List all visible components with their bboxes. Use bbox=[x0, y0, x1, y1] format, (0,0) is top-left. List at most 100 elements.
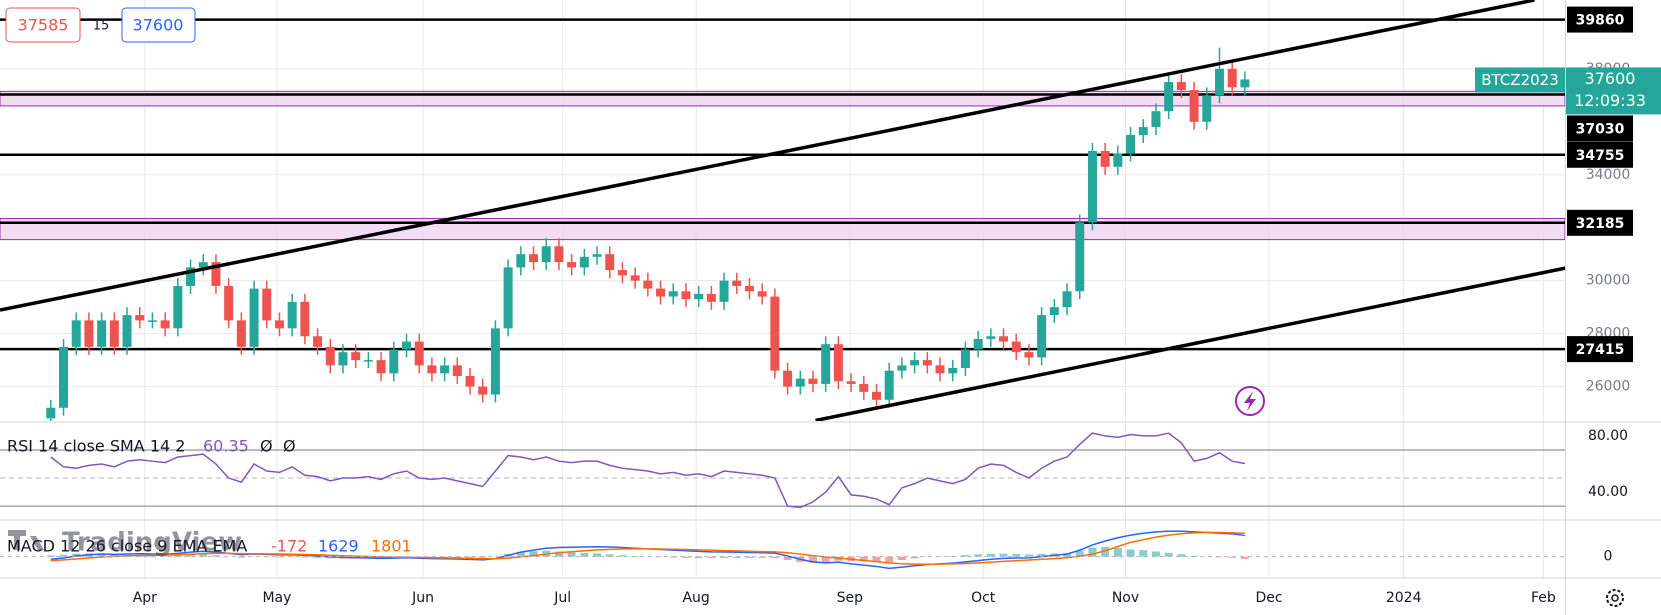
histogram-bar bbox=[745, 556, 754, 558]
candle-body bbox=[71, 320, 81, 347]
rsi-title: RSI 14 close SMA 14 2 bbox=[7, 437, 185, 456]
histogram-bar bbox=[1139, 550, 1148, 557]
histogram-bar bbox=[1177, 554, 1186, 557]
x-tick-label: Jun bbox=[411, 590, 434, 606]
histogram-bar bbox=[986, 553, 995, 557]
candle-body bbox=[884, 370, 894, 400]
candle-body bbox=[744, 285, 754, 292]
settings-icon[interactable] bbox=[1606, 589, 1624, 607]
candle-body bbox=[1164, 82, 1174, 112]
level-label: 27415 bbox=[1576, 342, 1625, 358]
histogram-bar bbox=[783, 556, 792, 560]
candle-body bbox=[757, 291, 767, 297]
macd-pane bbox=[0, 530, 1565, 570]
ask-box[interactable] bbox=[121, 7, 196, 43]
candle-body bbox=[897, 365, 907, 371]
bid-box[interactable] bbox=[5, 7, 81, 43]
candle-body bbox=[262, 288, 272, 321]
histogram-bar bbox=[656, 556, 665, 558]
candle-body bbox=[643, 280, 653, 289]
x-tick-label: Aug bbox=[682, 590, 709, 606]
bid: 37585 bbox=[18, 16, 69, 35]
candle-body bbox=[986, 336, 996, 339]
tag-symbol-box bbox=[1475, 67, 1565, 93]
x-tick-label: Apr bbox=[133, 590, 157, 606]
candle-body bbox=[529, 254, 539, 263]
y-tick-label: 0 bbox=[1604, 549, 1613, 565]
macd-title: MACD 12 26 close 9 EMA EMA bbox=[7, 537, 247, 556]
candle-body bbox=[224, 285, 234, 321]
histogram-bar bbox=[720, 556, 729, 559]
histogram-bar bbox=[1113, 547, 1122, 557]
candle-body bbox=[490, 328, 500, 395]
tag-countdown: 12:09:33 bbox=[1574, 91, 1646, 110]
macd-legend: MACD 12 26 close 9 EMA EMA -172 1629 180… bbox=[7, 537, 412, 556]
histogram-bar bbox=[1228, 556, 1237, 558]
candle-body bbox=[1126, 135, 1136, 154]
candle-body bbox=[1075, 222, 1085, 292]
candle-body bbox=[1024, 352, 1034, 358]
axes: Apr May Jun Jul Aug Sep Oct Nov Dec 2024 Feb 26000 2… bbox=[133, 6, 1661, 606]
histogram-bar bbox=[148, 555, 157, 557]
candle-body bbox=[97, 320, 107, 347]
watermark: TradingView bbox=[8, 528, 242, 558]
histogram-bar bbox=[1088, 547, 1097, 557]
candle-body bbox=[1138, 127, 1148, 136]
candle-body bbox=[872, 391, 882, 400]
tag-price: 37600 bbox=[1585, 69, 1636, 88]
candle-body bbox=[376, 360, 386, 374]
histogram-bar bbox=[593, 553, 602, 557]
candle-body bbox=[567, 262, 577, 268]
level-label-box bbox=[1567, 6, 1633, 33]
candle-body bbox=[287, 301, 297, 329]
candle-body bbox=[1113, 153, 1123, 167]
candle-body bbox=[859, 383, 869, 392]
rsi-pane bbox=[0, 432, 1565, 509]
candle-body bbox=[630, 275, 640, 281]
price-pane bbox=[0, 0, 1565, 421]
candle-body bbox=[173, 285, 183, 329]
histogram-bar bbox=[961, 555, 970, 557]
histogram-bar bbox=[1126, 549, 1135, 557]
level-label-box bbox=[1567, 209, 1633, 236]
y-tick-label: 40.00 bbox=[1588, 484, 1628, 500]
histogram-bar bbox=[1024, 554, 1033, 557]
histogram-bar bbox=[478, 556, 487, 558]
candle-body bbox=[719, 280, 729, 302]
histogram-bar bbox=[974, 554, 983, 557]
candle-body bbox=[465, 375, 475, 387]
candle-body bbox=[579, 256, 589, 268]
candle-body bbox=[554, 246, 564, 263]
candle-body bbox=[84, 320, 94, 347]
level-label-box bbox=[1567, 336, 1633, 363]
candle-body bbox=[351, 352, 361, 361]
candle-body bbox=[808, 378, 818, 384]
alert-icon[interactable] bbox=[1235, 386, 1265, 416]
candle-body bbox=[846, 381, 856, 384]
histogram-bar bbox=[440, 556, 449, 558]
candle-body bbox=[833, 344, 843, 382]
candle-body bbox=[1049, 307, 1059, 316]
ask: 37600 bbox=[133, 16, 184, 35]
candle-body bbox=[783, 370, 793, 387]
histogram-bar bbox=[97, 553, 106, 557]
rsi-extra: Ø bbox=[283, 437, 296, 456]
histogram-bar bbox=[999, 553, 1008, 557]
candle-body bbox=[59, 346, 69, 408]
candle-body bbox=[948, 368, 958, 374]
histogram-bar bbox=[910, 556, 919, 559]
candle-body bbox=[1227, 68, 1237, 88]
candle-body bbox=[325, 346, 335, 366]
candle-body bbox=[656, 288, 666, 297]
candle-body bbox=[1011, 341, 1021, 353]
candle-body bbox=[452, 365, 462, 376]
x-tick-label: Feb bbox=[1531, 590, 1556, 606]
trend-line bbox=[0, 0, 1535, 312]
candle-body bbox=[389, 349, 399, 374]
x-tick-label: Nov bbox=[1112, 590, 1139, 606]
histogram-bar bbox=[199, 554, 208, 557]
candle-body bbox=[1100, 150, 1110, 167]
rsi-legend: RSI 14 close SMA 14 2 60.35 Ø Ø bbox=[7, 437, 296, 456]
candle-body bbox=[300, 301, 310, 337]
candle-body bbox=[668, 291, 678, 297]
